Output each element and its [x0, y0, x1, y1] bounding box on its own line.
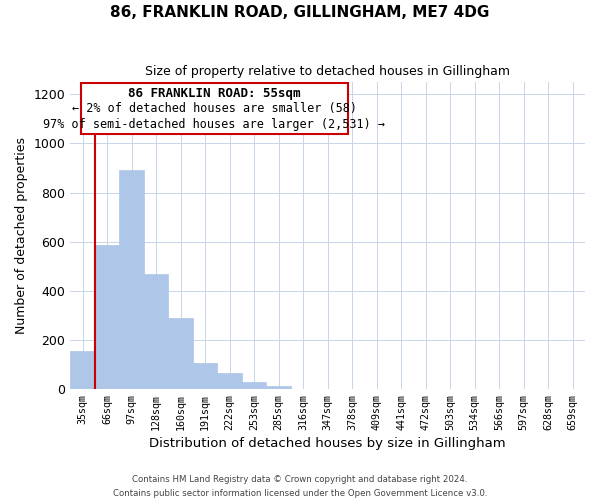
Bar — [144, 274, 169, 389]
Text: Contains HM Land Registry data © Crown copyright and database right 2024.
Contai: Contains HM Land Registry data © Crown c… — [113, 476, 487, 498]
X-axis label: Distribution of detached houses by size in Gillingham: Distribution of detached houses by size … — [149, 437, 506, 450]
Title: Size of property relative to detached houses in Gillingham: Size of property relative to detached ho… — [145, 65, 510, 78]
Bar — [169, 318, 193, 389]
Bar — [217, 373, 242, 389]
Bar — [242, 382, 266, 389]
Bar — [119, 170, 144, 389]
Text: 86 FRANKLIN ROAD: 55sqm: 86 FRANKLIN ROAD: 55sqm — [128, 87, 301, 100]
Bar — [95, 246, 119, 389]
Y-axis label: Number of detached properties: Number of detached properties — [15, 137, 28, 334]
Text: ← 2% of detached houses are smaller (58): ← 2% of detached houses are smaller (58) — [72, 102, 357, 116]
Text: 97% of semi-detached houses are larger (2,531) →: 97% of semi-detached houses are larger (… — [43, 118, 385, 130]
Bar — [193, 364, 217, 389]
Bar — [70, 351, 95, 389]
Text: 86, FRANKLIN ROAD, GILLINGHAM, ME7 4DG: 86, FRANKLIN ROAD, GILLINGHAM, ME7 4DG — [110, 5, 490, 20]
Bar — [266, 386, 291, 389]
FancyBboxPatch shape — [80, 84, 348, 134]
